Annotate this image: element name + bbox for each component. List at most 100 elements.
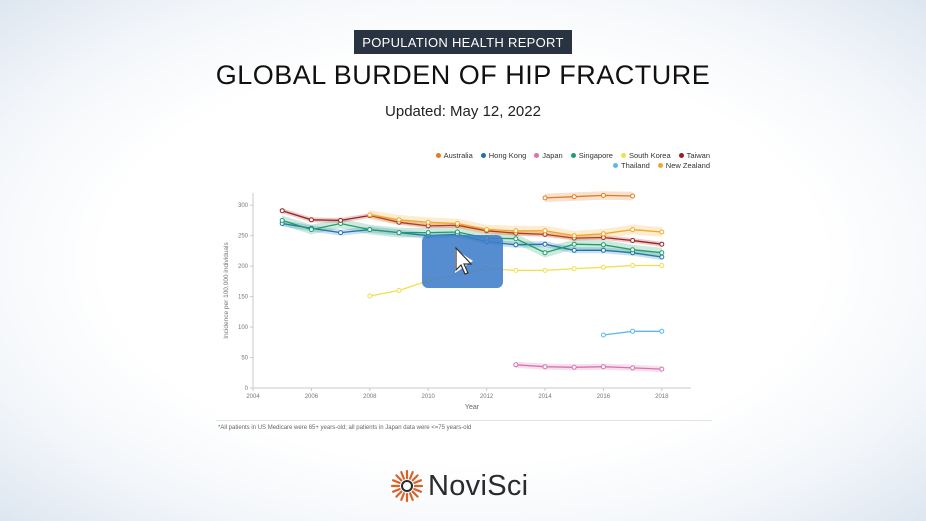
x-tick-label: 2010 — [422, 394, 436, 400]
data-point-singapore — [425, 230, 431, 236]
novisci-logo-icon — [390, 469, 424, 503]
mouse-cursor-icon — [455, 246, 473, 275]
novisci-logo: NoviSci — [390, 468, 528, 504]
data-point-singapore — [513, 236, 519, 242]
x-tick-label: 2014 — [538, 394, 552, 400]
data-point-south-korea — [367, 293, 373, 299]
data-point-japan — [542, 364, 548, 370]
logo-ray — [395, 490, 403, 498]
data-point-hong-kong — [542, 241, 548, 247]
data-point-taiwan — [659, 241, 665, 247]
footnote-divider — [216, 420, 712, 421]
legend-item-new-zealand: New Zealand — [657, 161, 710, 170]
data-point-new-zealand — [630, 227, 636, 233]
y-axis-label: Incidence per 100,000 individuals — [223, 242, 230, 339]
legend-swatch — [657, 163, 663, 168]
legend-swatch — [480, 153, 486, 158]
legend-swatch — [678, 153, 684, 158]
novisci-logo-text: NoviSci — [428, 469, 529, 502]
data-point-singapore — [630, 247, 636, 253]
logo-ray — [400, 470, 405, 480]
series-line-japan — [515, 364, 662, 370]
data-point-south-korea — [396, 288, 402, 293]
legend-label: Taiwan — [686, 151, 710, 160]
data-point-south-korea — [571, 266, 577, 272]
data-point-singapore — [367, 227, 373, 233]
logo-ray — [413, 479, 422, 484]
data-point-south-korea — [513, 267, 519, 273]
legend-label: Hong Kong — [488, 151, 527, 160]
chart-legend: Australia Hong Kong Japan Singapore South Ko… — [420, 151, 710, 170]
data-point-taiwan — [308, 217, 314, 223]
data-point-hong-kong — [571, 247, 577, 253]
data-point-thailand — [600, 332, 606, 338]
data-point-singapore — [571, 241, 577, 247]
data-point-taiwan — [630, 238, 636, 243]
data-point-taiwan — [338, 217, 344, 223]
data-point-south-korea — [600, 264, 606, 270]
data-point-hong-kong — [513, 242, 519, 248]
legend-label: Australia — [443, 151, 473, 160]
data-point-singapore — [308, 227, 314, 233]
data-point-singapore — [396, 230, 402, 236]
legend-label: New Zealand — [665, 161, 710, 170]
data-point-new-zealand — [542, 228, 548, 234]
logo-ray — [413, 488, 422, 493]
logo-ray — [411, 490, 419, 498]
x-tick-label: 2016 — [597, 394, 611, 400]
data-point-hong-kong — [338, 230, 344, 236]
logo-ray — [400, 492, 405, 501]
data-point-australia — [571, 194, 577, 200]
data-point-australia — [600, 192, 606, 198]
data-point-new-zealand — [454, 221, 460, 226]
x-tick-label: 2008 — [363, 394, 377, 400]
data-point-japan — [571, 364, 577, 370]
logo-ray — [395, 474, 403, 482]
data-point-new-zealand — [425, 219, 431, 225]
legend-item-taiwan: Taiwan — [678, 151, 710, 160]
data-point-hong-kong — [600, 247, 606, 253]
legend-item-south-korea: South Korea — [620, 151, 671, 160]
legend-swatch — [570, 153, 576, 158]
legend-item-japan: Japan — [534, 151, 563, 160]
logo-ray — [409, 492, 414, 501]
data-point-south-korea — [542, 267, 548, 273]
data-point-new-zealand — [513, 228, 519, 234]
legend-item-singapore: Singapore — [570, 151, 613, 160]
legend-label: Thailand — [621, 161, 650, 170]
data-point-singapore — [659, 250, 665, 256]
legend-label: Japan — [542, 151, 563, 160]
legend-swatch — [435, 153, 441, 158]
data-point-singapore — [542, 250, 548, 256]
legend-label: Singapore — [578, 151, 613, 160]
data-point-new-zealand — [659, 229, 665, 235]
data-point-thailand — [630, 328, 636, 334]
logo-ray — [391, 488, 401, 493]
data-point-singapore — [600, 242, 606, 248]
data-point-japan — [600, 364, 606, 370]
x-axis-label: Year — [465, 404, 480, 411]
legend-item-hong-kong: Hong Kong — [480, 151, 527, 160]
logo-ray — [409, 470, 414, 480]
page-title: GLOBAL BURDEN OF HIP FRACTURE — [215, 60, 711, 90]
x-tick-label: 2004 — [246, 394, 260, 400]
y-tick-label: 0 — [245, 386, 249, 392]
y-tick-label: 300 — [238, 203, 249, 209]
data-point-new-zealand — [484, 227, 490, 233]
data-point-japan — [513, 362, 519, 368]
footnote: *All patients in US Medicare were 65+ ye… — [218, 425, 472, 431]
legend-item-thailand: Thailand — [613, 161, 650, 170]
data-point-new-zealand — [571, 233, 577, 239]
logo-ray — [391, 479, 401, 484]
data-point-thailand — [659, 328, 665, 334]
legend-swatch — [613, 163, 619, 168]
legend-swatch — [620, 153, 626, 158]
data-point-new-zealand — [600, 231, 606, 237]
data-point-japan — [630, 365, 636, 371]
x-tick-label: 2018 — [655, 394, 669, 400]
data-point-south-korea — [630, 263, 636, 268]
x-tick-label: 2006 — [305, 394, 319, 400]
x-tick-label: 2012 — [480, 394, 494, 400]
data-point-singapore — [454, 229, 460, 235]
y-tick-label: 200 — [238, 264, 249, 270]
